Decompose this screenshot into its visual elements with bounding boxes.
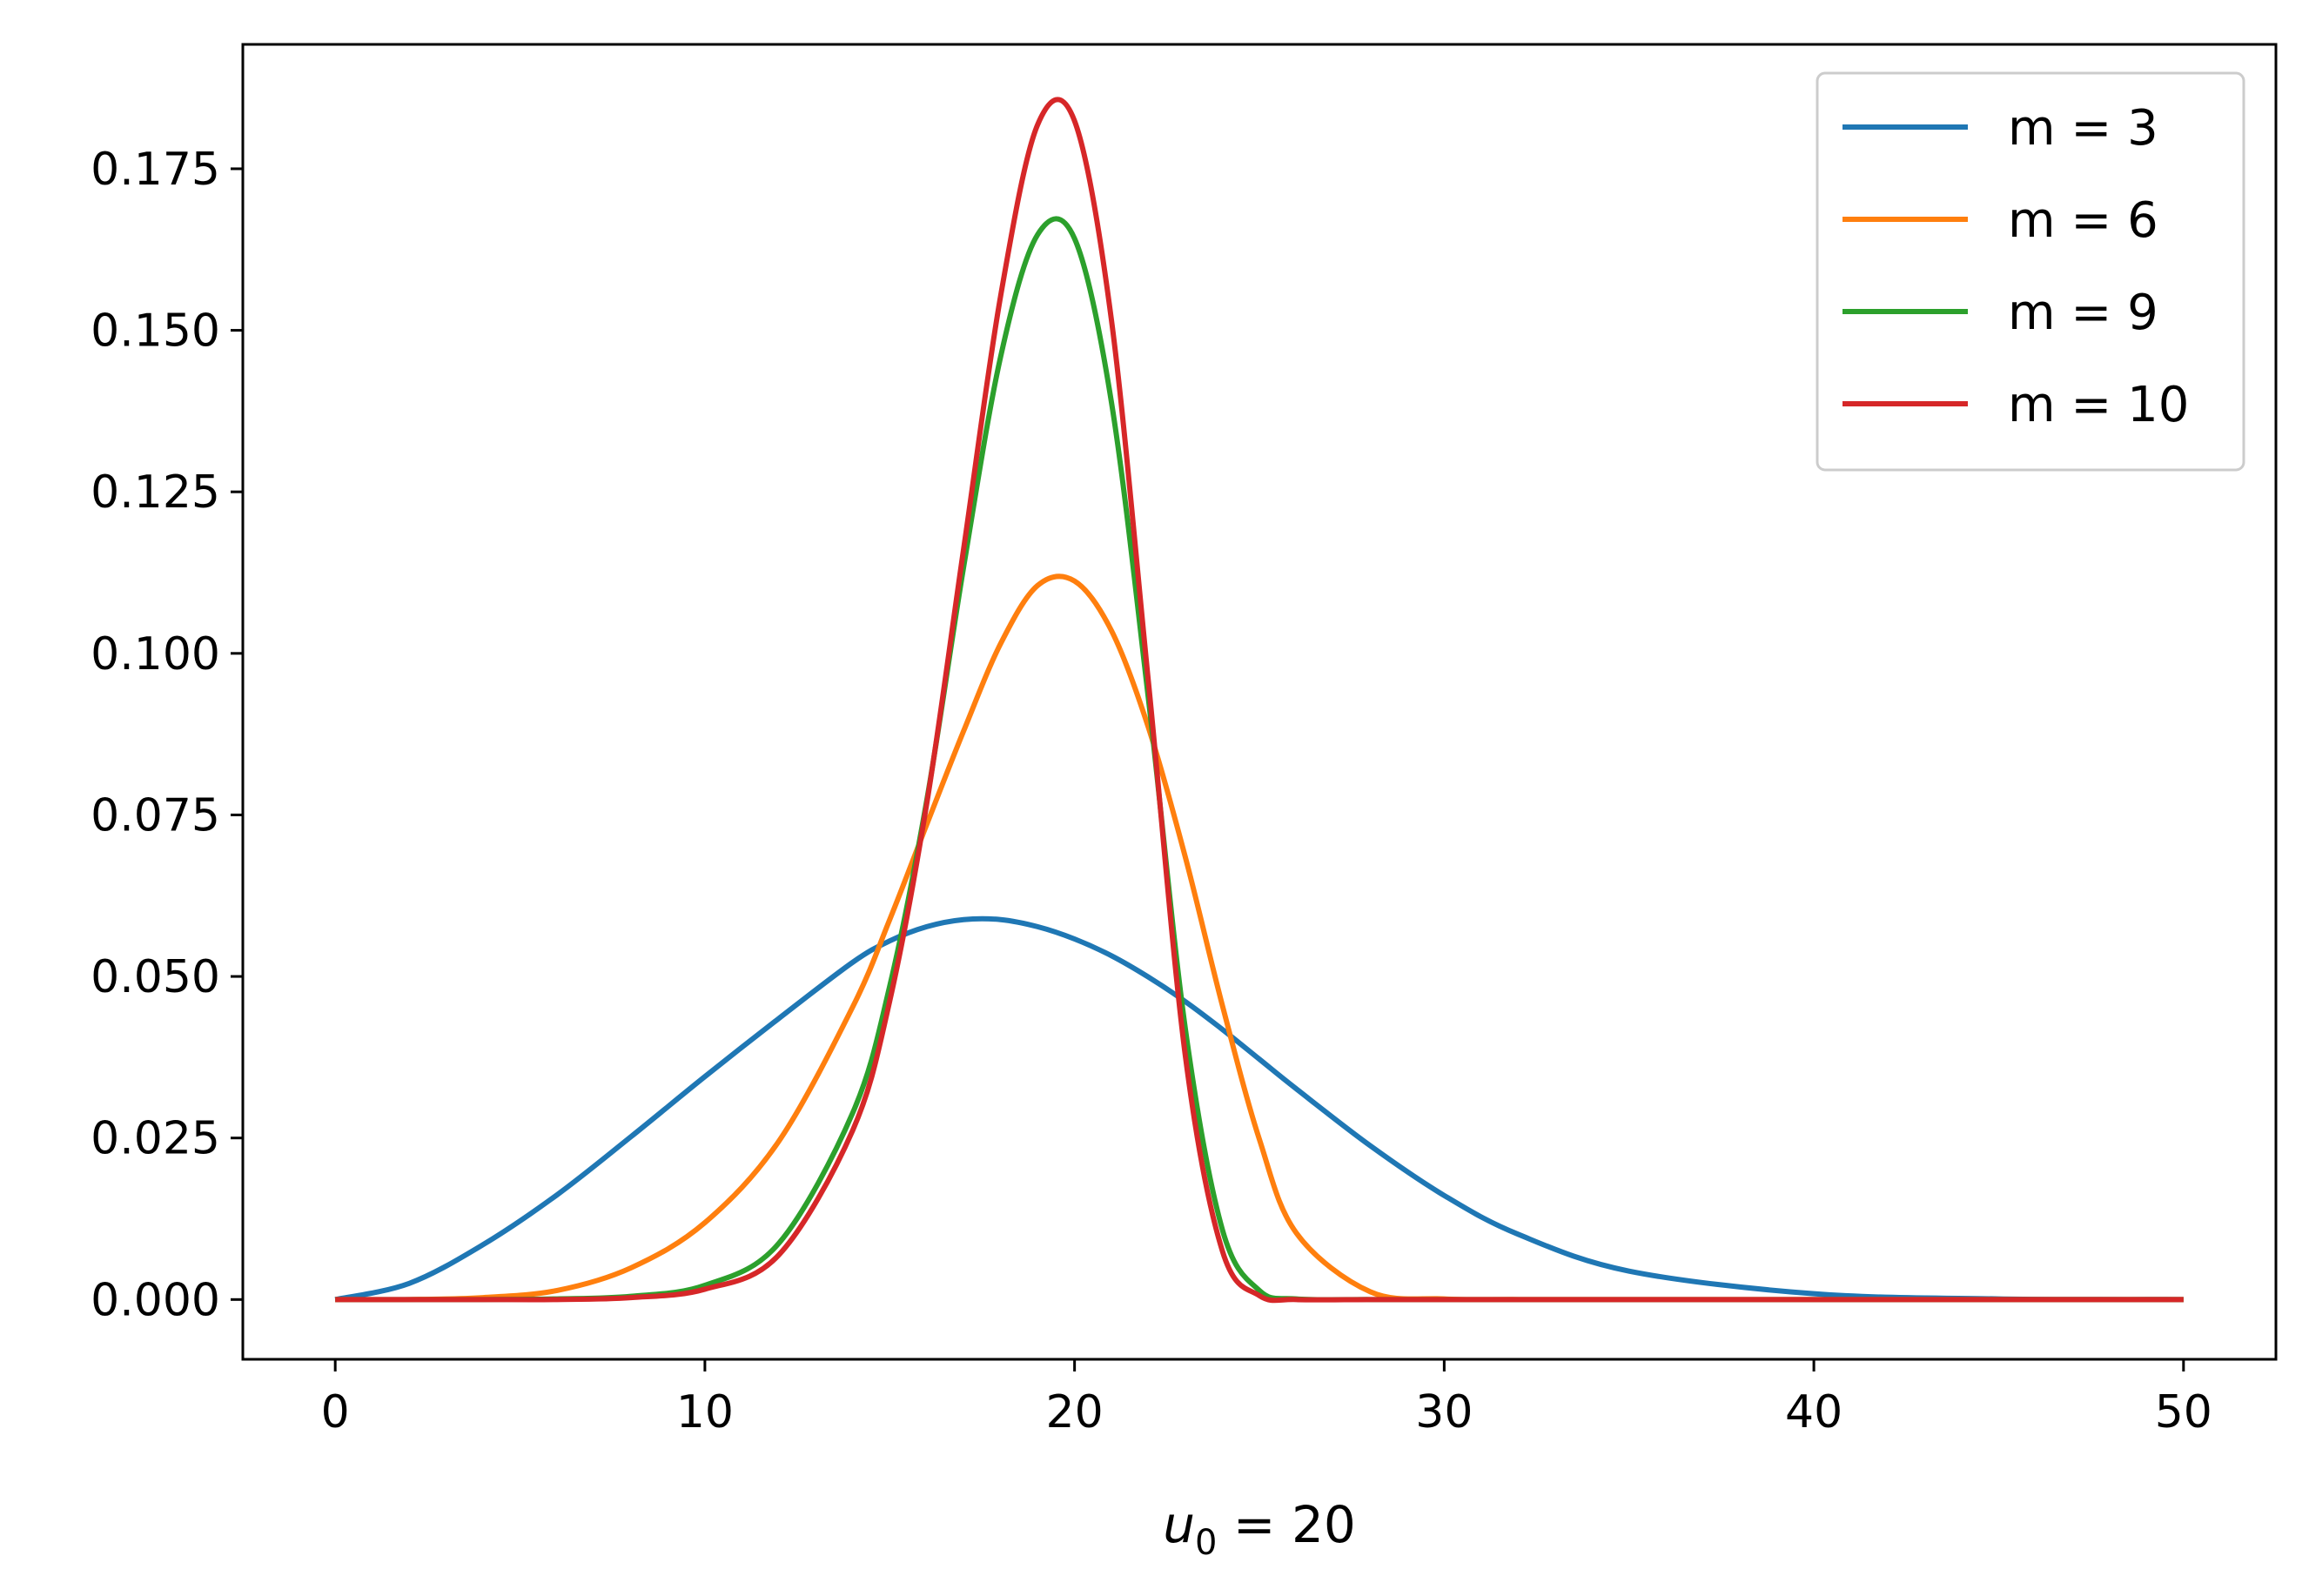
y-tick-label: 0.125 [91,466,220,519]
legend: m = 3 m = 6 m = 9 m = 10 [1816,71,2245,472]
series-line-1 [334,915,2184,1303]
x-tick-label: 20 [1046,1386,1104,1438]
series-lines [334,97,2184,1304]
legend-box [1816,71,2245,472]
x-axis-label-value: = 20 [1217,1495,1355,1554]
x-tick-label: 50 [2155,1386,2212,1438]
legend-label: m = 9 [2008,285,2158,341]
axes-frame [241,43,2278,1361]
y-tick-label: 0.100 [91,628,220,681]
x-tick-label: 30 [1415,1386,1473,1438]
x-axis-label: u0 = 20 [1163,1495,1356,1563]
x-axis: 0 10 20 30 40 50 [321,1359,2212,1438]
y-tick-label: 0.000 [91,1274,220,1326]
y-tick-label: 0.050 [91,951,220,1003]
y-tick-label: 0.075 [91,789,220,842]
legend-label: m = 6 [2008,192,2158,249]
y-tick-label: 0.175 [91,144,220,196]
legend-label: m = 3 [2008,100,2158,157]
series-line-4 [335,97,2184,1304]
x-tick-label: 0 [321,1386,350,1438]
x-axis-label-subscript: 0 [1195,1523,1217,1563]
y-tick-label: 0.150 [91,305,220,358]
x-tick-label: 10 [676,1386,734,1438]
y-tick-label: 0.025 [91,1113,220,1165]
legend-label: m = 10 [2008,377,2189,433]
x-tick-label: 40 [1785,1386,1843,1438]
x-axis-label-variable: u [1163,1495,1195,1554]
y-axis: 0.000 0.025 0.050 0.075 0.100 0.125 0.150 0.175 [91,144,243,1326]
